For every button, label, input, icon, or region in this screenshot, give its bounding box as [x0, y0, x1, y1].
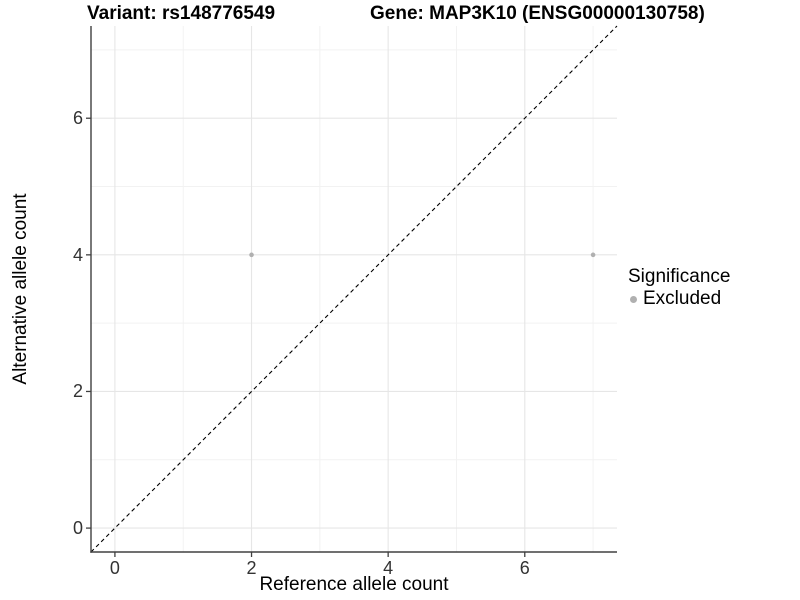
legend-title: Significance: [628, 266, 731, 287]
y-tick-label-6: 6: [72, 108, 83, 129]
legend-label-excluded: Excluded: [643, 288, 722, 309]
y-tick-label-0: 0: [72, 518, 83, 539]
x-tick-label-2: 2: [246, 558, 257, 578]
plot-title-variant: Variant: rs148776549: [87, 3, 276, 24]
legend: Significance Excluded: [628, 266, 730, 310]
identity-dashed-line: [90, 25, 618, 553]
x-tick-label-4: 4: [383, 558, 394, 578]
y-axis-title: Alternative allele count: [10, 193, 31, 385]
data-point-excluded-7-4: [590, 252, 596, 258]
y-tick-label-2: 2: [72, 381, 83, 402]
x-tick-label-0: 0: [109, 558, 120, 578]
x-tick-label-6: 6: [519, 558, 530, 578]
y-tick-label-4: 4: [72, 244, 83, 265]
plot-title-gene: Gene: MAP3K10 (ENSG00000130758): [370, 3, 705, 24]
legend-entry-excluded: Excluded: [628, 288, 730, 310]
x-axis-title: Reference allele count: [259, 574, 449, 595]
data-point-excluded-2-4: [249, 252, 254, 258]
legend-marker-circle: [630, 295, 637, 303]
